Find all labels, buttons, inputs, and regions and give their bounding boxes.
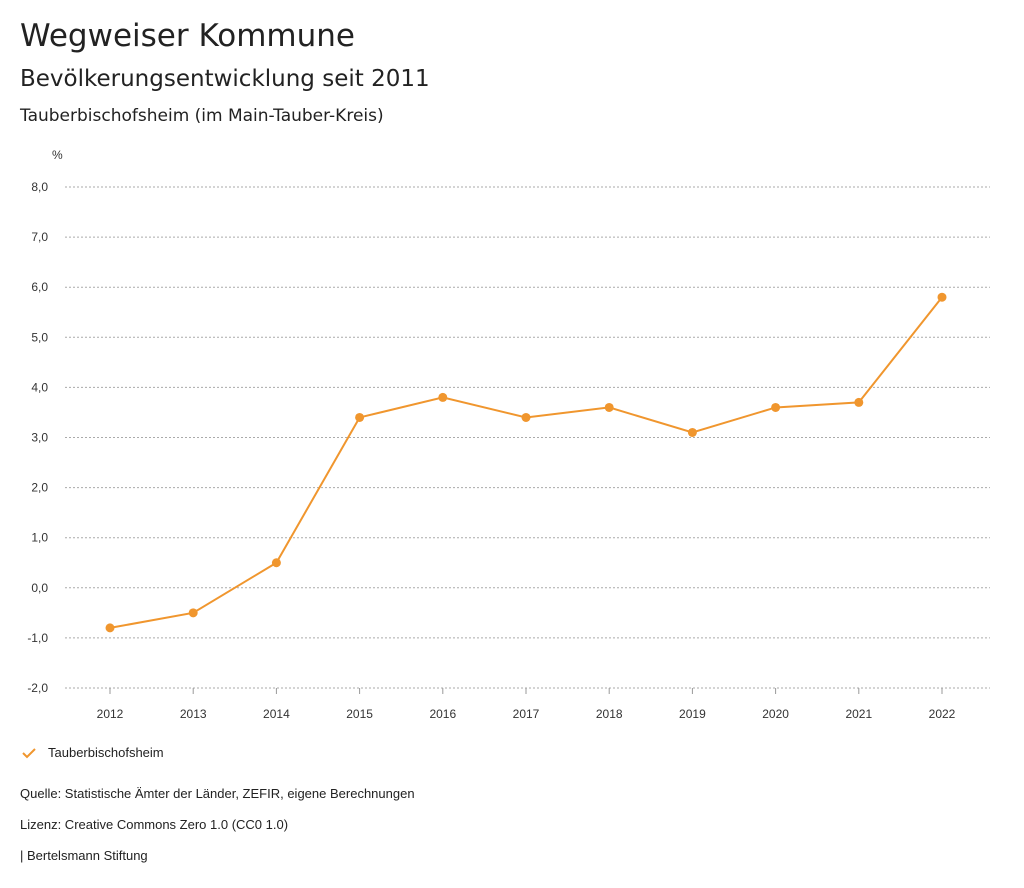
page-title: Wegweiser Kommune — [20, 18, 355, 54]
data-point — [604, 402, 614, 412]
x-tick-label: 2015 — [346, 707, 373, 721]
y-tick-label: 0,0 — [31, 581, 48, 595]
data-point — [188, 608, 198, 618]
legend-item[interactable]: Tauberbischofsheim — [22, 745, 164, 760]
license-note: Lizenz: Creative Commons Zero 1.0 (CC0 1… — [20, 817, 289, 832]
data-point — [687, 427, 697, 437]
series-line — [109, 296, 943, 629]
chart-subtitle: Bevölkerungsentwicklung seit 2011 — [20, 66, 430, 92]
y-tick-label: 5,0 — [31, 330, 48, 344]
check-icon — [22, 747, 36, 758]
y-tick-label: -1,0 — [27, 631, 48, 645]
x-tick-label: 2020 — [762, 707, 789, 721]
y-tick-label: -2,0 — [27, 681, 48, 695]
x-tick-label: 2018 — [596, 707, 623, 721]
x-tick-label: 2021 — [845, 707, 872, 721]
data-point — [355, 412, 365, 422]
y-tick-label: 2,0 — [31, 481, 48, 495]
data-point — [521, 412, 531, 422]
y-tick-label: 1,0 — [31, 531, 48, 545]
x-tick-label: 2013 — [180, 707, 207, 721]
x-tick-label: 2012 — [97, 707, 124, 721]
region-title: Tauberbischofsheim (im Main-Tauber-Kreis… — [20, 106, 384, 126]
data-point — [854, 397, 864, 407]
x-tick-label: 2017 — [513, 707, 540, 721]
y-tick-label: 6,0 — [31, 280, 48, 294]
y-tick-label: 7,0 — [31, 230, 48, 244]
y-tick-label: 4,0 — [31, 380, 48, 394]
x-tick-label: 2014 — [263, 707, 290, 721]
y-axis-unit: % — [52, 148, 63, 162]
x-tick-label: 2019 — [679, 707, 706, 721]
x-tick-label: 2022 — [929, 707, 956, 721]
data-point — [771, 402, 781, 412]
legend-label: Tauberbischofsheim — [48, 745, 164, 760]
data-point — [438, 392, 448, 402]
y-tick-label: 8,0 — [31, 180, 48, 194]
source-note: Quelle: Statistische Ämter der Länder, Z… — [20, 786, 415, 801]
y-tick-label: 3,0 — [31, 431, 48, 445]
x-tick-label: 2016 — [429, 707, 456, 721]
data-point — [105, 623, 115, 633]
data-point — [271, 558, 281, 568]
publisher-note: | Bertelsmann Stiftung — [20, 848, 148, 863]
data-point — [937, 292, 947, 302]
